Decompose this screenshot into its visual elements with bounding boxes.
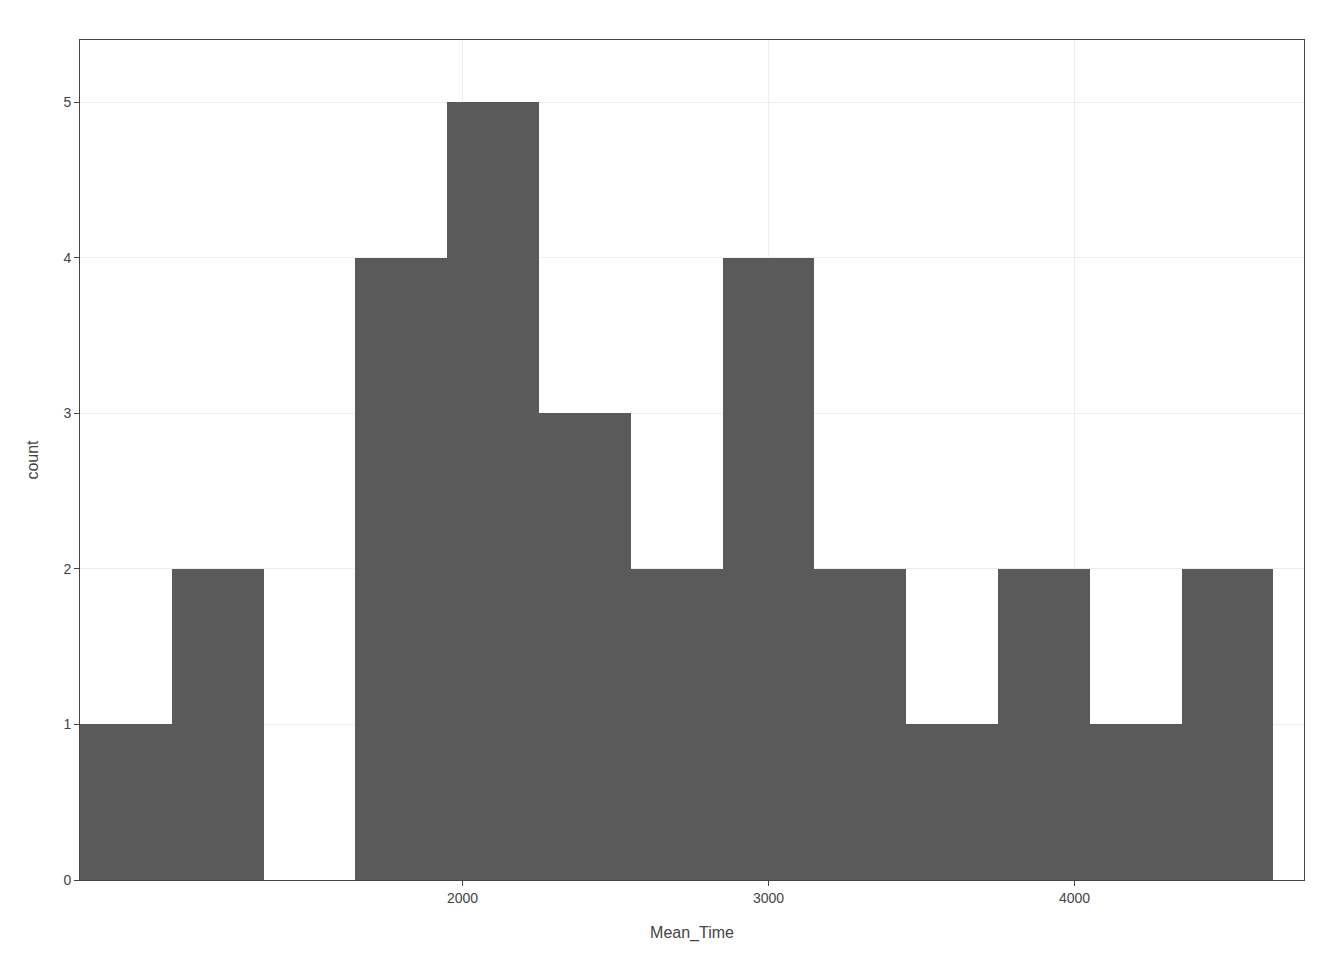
svg-text:Mean_Time: Mean_Time xyxy=(650,924,734,942)
svg-text:0: 0 xyxy=(63,872,71,888)
svg-text:2: 2 xyxy=(63,561,71,577)
svg-text:4: 4 xyxy=(63,250,71,266)
svg-text:3000: 3000 xyxy=(753,890,784,906)
svg-text:2000: 2000 xyxy=(447,890,478,906)
svg-text:5: 5 xyxy=(63,94,71,110)
svg-text:count: count xyxy=(24,440,41,480)
svg-text:1: 1 xyxy=(63,716,71,732)
svg-text:4000: 4000 xyxy=(1059,890,1090,906)
svg-text:3: 3 xyxy=(63,405,71,421)
